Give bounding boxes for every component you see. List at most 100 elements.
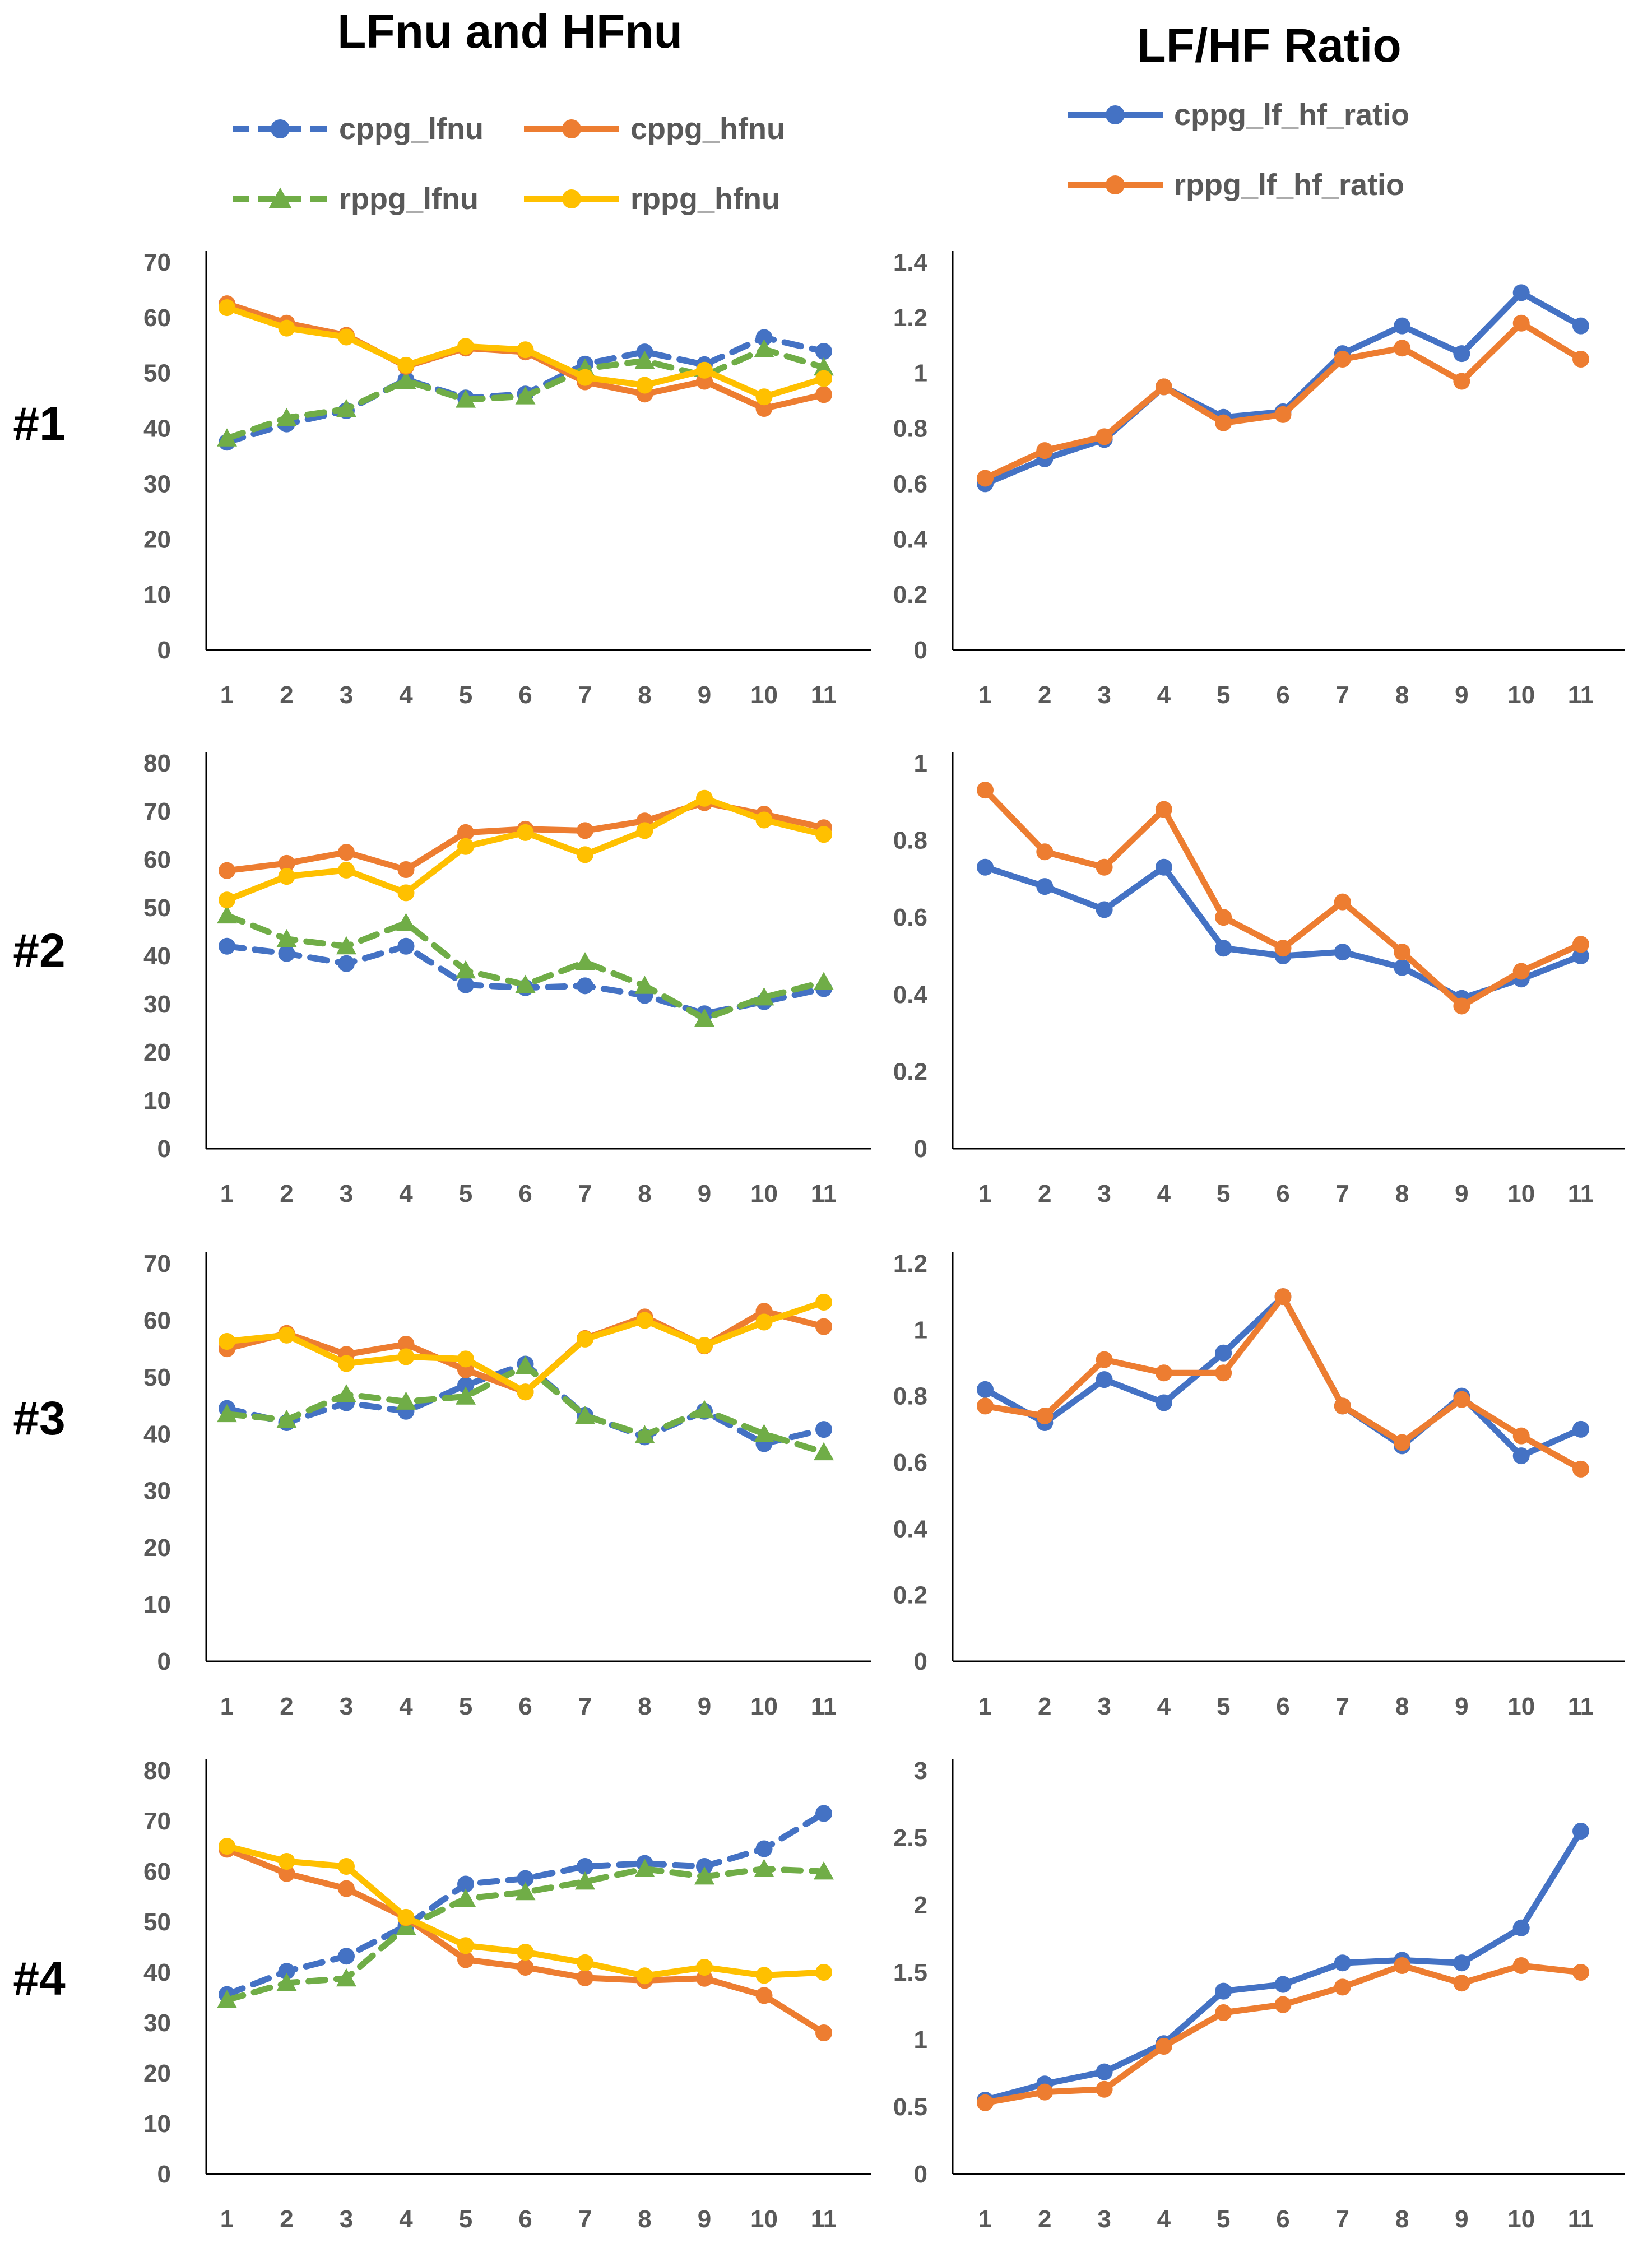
data-point [1572,1964,1589,1981]
chart-panel-p1-ratio: 0 0.2 0.4 0.6 0.8 1 1.2 1.4 1 2 3 4 5 6 7 8 9 10 11 [893,249,1625,709]
x-tick-label: 3 [1097,681,1111,709]
left-column-title: LFnu and HFnu [337,5,683,58]
y-tick-label: 0.6 [893,470,927,498]
y-tick-label: 30 [143,470,171,498]
data-point [815,2024,832,2041]
data-point [338,1355,355,1372]
y-tick-label: 40 [143,1959,171,1986]
data-point [577,369,593,386]
data-point [515,1355,536,1374]
data-point [1572,1460,1589,1478]
x-tick-label: 7 [578,2205,592,2233]
series-cppg_lf_hf_ratio [977,284,1589,493]
data-point [457,1875,474,1893]
data-point [1036,2083,1054,2101]
x-tick-label: 8 [1395,2205,1409,2233]
y-tick-label: 1.2 [893,304,927,332]
data-point [1512,314,1530,332]
data-point [397,1908,415,1926]
data-point [696,361,713,379]
data-point [219,1838,235,1855]
row-label: #3 [13,1392,65,1445]
row-label: #1 [13,397,65,450]
data-point [814,357,834,376]
x-tick-label: 8 [638,681,651,709]
data-point [1394,340,1411,357]
data-point [1155,2038,1172,2055]
data-point [696,789,713,807]
data-point [977,1397,994,1415]
x-tick-label: 4 [1157,1693,1171,1720]
data-point [755,1840,773,1857]
y-tick-label: 60 [143,1307,171,1334]
series-line-cppg_lf_hf_ratio [982,864,1584,1002]
y-tick-label: 50 [143,894,171,922]
data-point [977,1381,994,1398]
data-point [1036,442,1054,459]
data-point [217,428,237,447]
x-tick-label: 2 [280,1180,293,1207]
y-tick-label: 70 [143,1808,171,1835]
x-tick-label: 6 [518,1693,532,1720]
data-point [1394,1434,1411,1451]
data-point [338,1880,355,1897]
data-point [1453,345,1470,363]
data-point [815,1293,832,1311]
data-point [815,1421,832,1438]
legend-swatch-marker [1106,105,1125,124]
y-tick-label: 60 [143,846,171,874]
data-point [517,1959,534,1976]
data-point [278,1853,295,1870]
data-point [1394,944,1411,961]
y-tick-label: 40 [143,942,171,970]
y-tick-label: 0.8 [893,827,927,854]
data-point [336,1384,356,1402]
data-point [696,1337,713,1354]
x-tick-label: 8 [638,2205,651,2233]
x-tick-label: 6 [518,681,532,709]
data-point [636,822,653,839]
data-point [1334,351,1351,368]
x-tick-label: 11 [811,2205,837,2233]
data-point [219,1332,235,1350]
data-point [577,1969,593,1986]
data-point [338,1948,355,1965]
data-point [276,1972,297,1991]
data-point [1453,1975,1470,1992]
data-point [338,844,355,861]
y-tick-label: 0 [157,1135,171,1163]
y-tick-label: 20 [143,526,171,553]
data-point [1036,1408,1054,1425]
legend-swatch-marker [1106,175,1125,194]
x-tick-label: 5 [1217,1180,1230,1207]
legend-item-rppg_lfnu: rppg_lfnu [233,182,479,216]
data-point [397,937,415,955]
data-point [457,338,474,355]
data-point [396,370,416,389]
data-point [754,1859,774,1877]
data-point [754,1424,774,1442]
y-tick-label: 10 [143,2110,171,2138]
data-point [1096,1351,1113,1368]
y-tick-label: 70 [143,1250,171,1278]
data-point [1512,1447,1530,1465]
x-tick-label: 8 [1395,1180,1409,1207]
x-tick-label: 7 [578,1693,592,1720]
series-rppg_hfnu [219,299,832,406]
y-tick-label: 1 [914,360,927,387]
data-point [456,1386,476,1405]
data-point [517,341,534,359]
data-point [397,884,415,902]
data-point [276,928,297,947]
row-label: #2 [13,924,65,977]
x-tick-label: 8 [1395,681,1409,709]
x-tick-label: 5 [1217,2205,1230,2233]
data-point [634,350,655,369]
x-tick-label: 11 [811,1693,837,1720]
data-point [517,824,534,841]
series-line-rppg_hfnu [224,795,827,903]
data-point [815,1964,832,1981]
x-tick-label: 6 [1276,2205,1289,2233]
data-point [456,389,476,408]
data-point [1453,997,1470,1015]
